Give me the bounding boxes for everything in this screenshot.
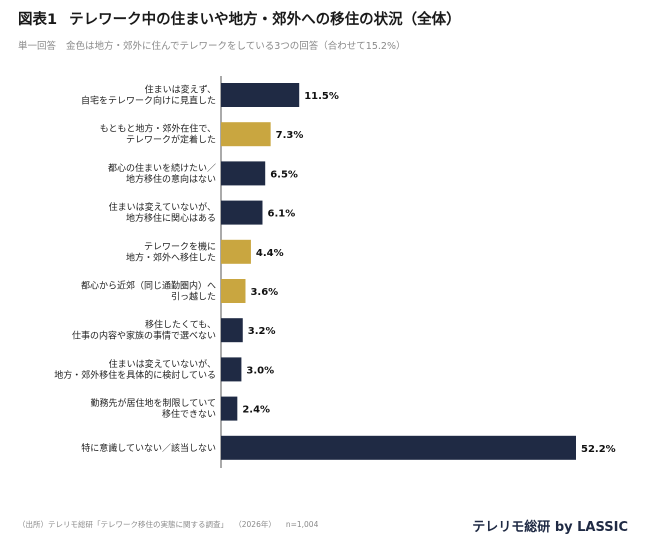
- bar: [221, 83, 300, 107]
- value-label: 3.6%: [250, 287, 278, 298]
- category-label: 地方移住の意向はない: [126, 173, 216, 185]
- category-label: 地方・郊外移住を具体的に検討している: [54, 369, 216, 381]
- bar: [221, 200, 263, 225]
- category-label: 勤務先が居住地を制限していて: [91, 397, 216, 409]
- value-label: 6.5%: [270, 169, 298, 180]
- category-label: 地方移住に関心はある: [126, 212, 216, 224]
- value-label: 7.3%: [276, 130, 304, 141]
- bar: [221, 357, 242, 382]
- source-year: （2026年）: [238, 520, 276, 529]
- category-label: 特に意識していない／該当しない: [81, 442, 216, 454]
- bar: [221, 239, 251, 264]
- category-label: 仕事の内容や家族の事情で選べない: [72, 330, 216, 342]
- bar: [221, 161, 266, 186]
- bar: [221, 435, 576, 460]
- value-label: 3.2%: [248, 326, 276, 337]
- category-label: 住まいは変えていないが、: [109, 358, 216, 370]
- value-label: 52.2%: [581, 444, 616, 455]
- category-label: 都心の住まいを続けたい／: [108, 162, 216, 174]
- category-label: テレワークを機に: [144, 240, 216, 252]
- title-text: テレワーク中の住まいや地方・郊外への移住の状況（全体）: [69, 12, 461, 28]
- category-label: 住まいは変えず、: [145, 84, 216, 96]
- category-label: 都心から近郊（同じ通勤圏内）へ: [81, 280, 216, 292]
- source-text: （出所）テレリモ総研「テレワーク移住の実態に関する調査」: [18, 520, 228, 529]
- bar: [221, 318, 243, 343]
- value-label: 4.4%: [256, 248, 284, 259]
- value-label: 2.4%: [242, 405, 270, 416]
- category-label: テレワークが定着した: [126, 134, 216, 146]
- source-note: （出所）テレリモ総研「テレワーク移住の実態に関する調査」 （2026年） n=1,0…: [18, 519, 328, 530]
- value-label: 3.0%: [246, 365, 274, 376]
- category-label: もともと地方・郊外在住で、: [100, 123, 216, 135]
- figure-number: 図表1: [18, 12, 58, 28]
- category-label: 引っ越した: [171, 291, 216, 303]
- bar: [221, 122, 271, 147]
- category-label: 自宅をテレワーク向けに見直した: [81, 95, 216, 107]
- category-label: 移住したくても、: [145, 319, 216, 331]
- chart-title: 図表1 テレワーク中の住まいや地方・郊外への移住の状況（全体）: [18, 8, 461, 29]
- category-label: 移住できない: [162, 408, 216, 420]
- value-label: 6.1%: [267, 209, 295, 220]
- value-label: 11.5%: [304, 91, 339, 102]
- bar: [221, 396, 238, 421]
- category-label: 地方・郊外へ移住した: [126, 251, 216, 263]
- color-note: 金色は地方・郊外に住んでテレワークをしている3つの回答（合わせて15.2%）: [66, 41, 406, 52]
- brand-logo: テレリモ総研 by LASSIC: [472, 520, 628, 535]
- sample-size: n=1,004: [285, 520, 319, 529]
- category-label: 住まいは変えていないが、: [109, 201, 216, 213]
- answer-type: 単一回答: [18, 41, 57, 52]
- bar: [221, 279, 246, 303]
- chart-subtitle: 単一回答 金色は地方・郊外に住んでテレワークをしている3つの回答（合わせて15.2…: [18, 38, 405, 52]
